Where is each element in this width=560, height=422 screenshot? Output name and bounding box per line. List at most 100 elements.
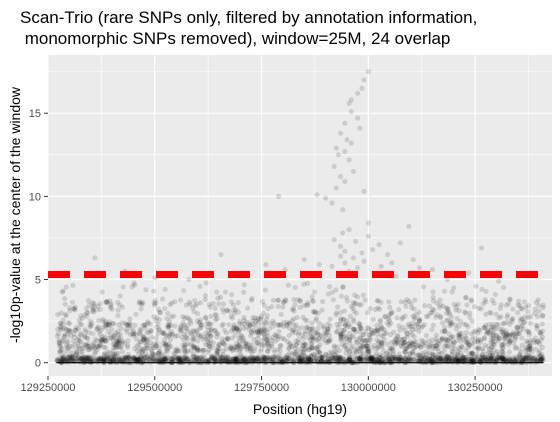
data-point — [411, 306, 417, 312]
data-point — [98, 355, 104, 362]
data-point — [387, 311, 393, 317]
data-point — [435, 340, 441, 346]
data-point — [518, 355, 524, 361]
data-point — [265, 339, 271, 345]
data-point — [348, 140, 354, 146]
data-point — [416, 316, 422, 322]
data-point — [433, 332, 439, 338]
data-point — [151, 314, 157, 320]
data-point — [382, 314, 388, 320]
data-point — [498, 314, 504, 320]
data-point — [396, 354, 402, 360]
y-tick-label: 15 — [29, 108, 41, 120]
data-point — [475, 338, 481, 344]
data-point — [107, 350, 113, 356]
data-point — [180, 342, 186, 348]
data-point — [84, 355, 91, 361]
data-point — [442, 357, 448, 363]
data-point — [355, 90, 361, 96]
data-point — [254, 340, 260, 346]
data-point — [279, 335, 286, 341]
data-point — [422, 342, 428, 349]
data-point — [151, 341, 157, 347]
data-point — [474, 351, 480, 357]
data-point — [215, 331, 221, 337]
data-point — [109, 351, 116, 357]
data-point — [178, 328, 184, 335]
data-point — [384, 320, 391, 326]
data-point — [376, 340, 382, 346]
data-point — [82, 334, 88, 340]
data-point — [406, 357, 412, 363]
data-point — [172, 333, 179, 339]
data-point — [162, 342, 169, 348]
data-point — [365, 345, 371, 352]
data-point — [165, 310, 171, 316]
data-point — [341, 327, 347, 333]
data-point — [261, 326, 267, 332]
data-point — [135, 357, 141, 363]
data-point — [293, 350, 299, 356]
data-point — [144, 354, 150, 360]
data-point — [460, 358, 467, 364]
data-point — [275, 322, 282, 329]
data-point — [191, 345, 197, 351]
data-point — [387, 353, 394, 359]
data-point — [110, 356, 116, 363]
data-point — [230, 356, 237, 362]
data-point — [271, 354, 277, 360]
data-point — [444, 318, 450, 324]
data-point — [439, 336, 445, 343]
data-point — [530, 357, 536, 364]
data-point — [258, 316, 264, 322]
data-point — [417, 318, 423, 324]
data-point — [230, 357, 237, 363]
data-point — [82, 357, 88, 363]
data-point — [406, 355, 413, 361]
data-point — [501, 335, 507, 341]
data-point — [393, 354, 399, 360]
data-point — [61, 334, 67, 340]
data-point — [134, 343, 140, 349]
data-point — [235, 354, 241, 361]
data-point — [300, 314, 306, 320]
data-point — [71, 306, 77, 312]
data-point — [172, 350, 178, 356]
data-point — [393, 356, 399, 362]
data-point — [298, 357, 304, 364]
data-point — [284, 355, 290, 361]
data-point — [138, 354, 144, 361]
data-point — [511, 356, 517, 362]
data-point — [437, 357, 443, 363]
data-point — [464, 356, 470, 363]
data-point — [198, 355, 204, 361]
data-point — [259, 321, 265, 327]
data-point — [389, 345, 396, 351]
data-point — [183, 335, 189, 341]
data-point — [237, 348, 243, 355]
data-point — [416, 328, 422, 334]
data-point — [532, 335, 539, 341]
data-point — [331, 356, 337, 362]
data-point — [261, 325, 268, 331]
data-point — [464, 354, 470, 360]
data-point — [255, 327, 261, 333]
data-point — [54, 358, 60, 364]
data-point — [240, 335, 246, 341]
x-tick-label: 130250000 — [448, 382, 503, 394]
data-point — [487, 356, 493, 362]
data-point — [291, 349, 297, 355]
data-point — [353, 340, 360, 346]
data-point — [246, 357, 252, 363]
data-point — [302, 353, 308, 359]
data-point — [100, 357, 107, 363]
data-point — [429, 309, 435, 316]
data-point — [290, 343, 296, 349]
data-point — [100, 344, 107, 350]
data-point — [434, 300, 440, 306]
data-point — [347, 323, 353, 330]
data-point — [212, 305, 218, 311]
data-point — [261, 336, 267, 342]
data-point — [192, 345, 198, 351]
data-point — [225, 354, 231, 360]
